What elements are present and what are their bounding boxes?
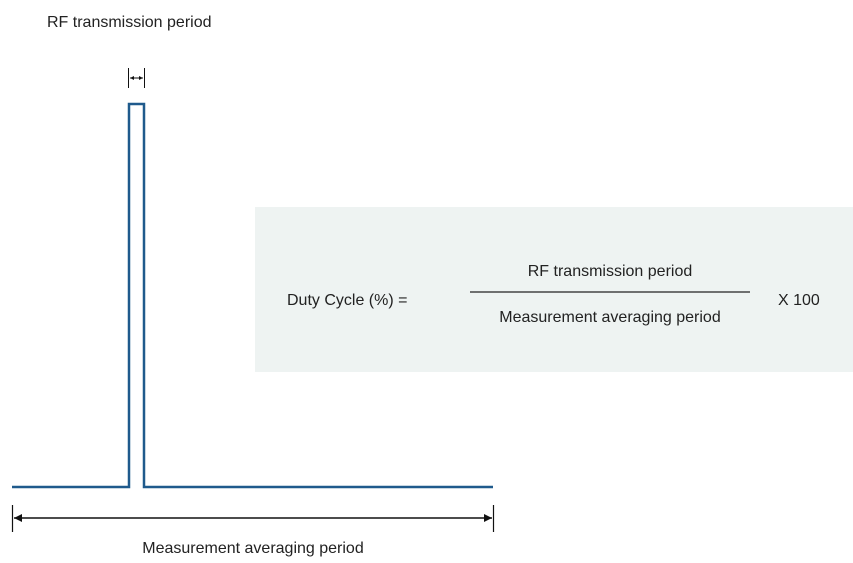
formula-denominator: Measurement averaging period [499,309,720,326]
top-label: RF transmission period [47,14,212,31]
formula-box [255,207,853,372]
pulse-width-arrow [128,68,145,88]
formula-multiplier: X 100 [778,292,820,309]
pulse-waveform [12,102,493,489]
bottom-label: Measurement averaging period [142,540,363,557]
formula-lhs: Duty Cycle (%) = [287,292,407,309]
formula-numerator: RF transmission period [528,263,693,280]
period-arrow [11,505,495,532]
